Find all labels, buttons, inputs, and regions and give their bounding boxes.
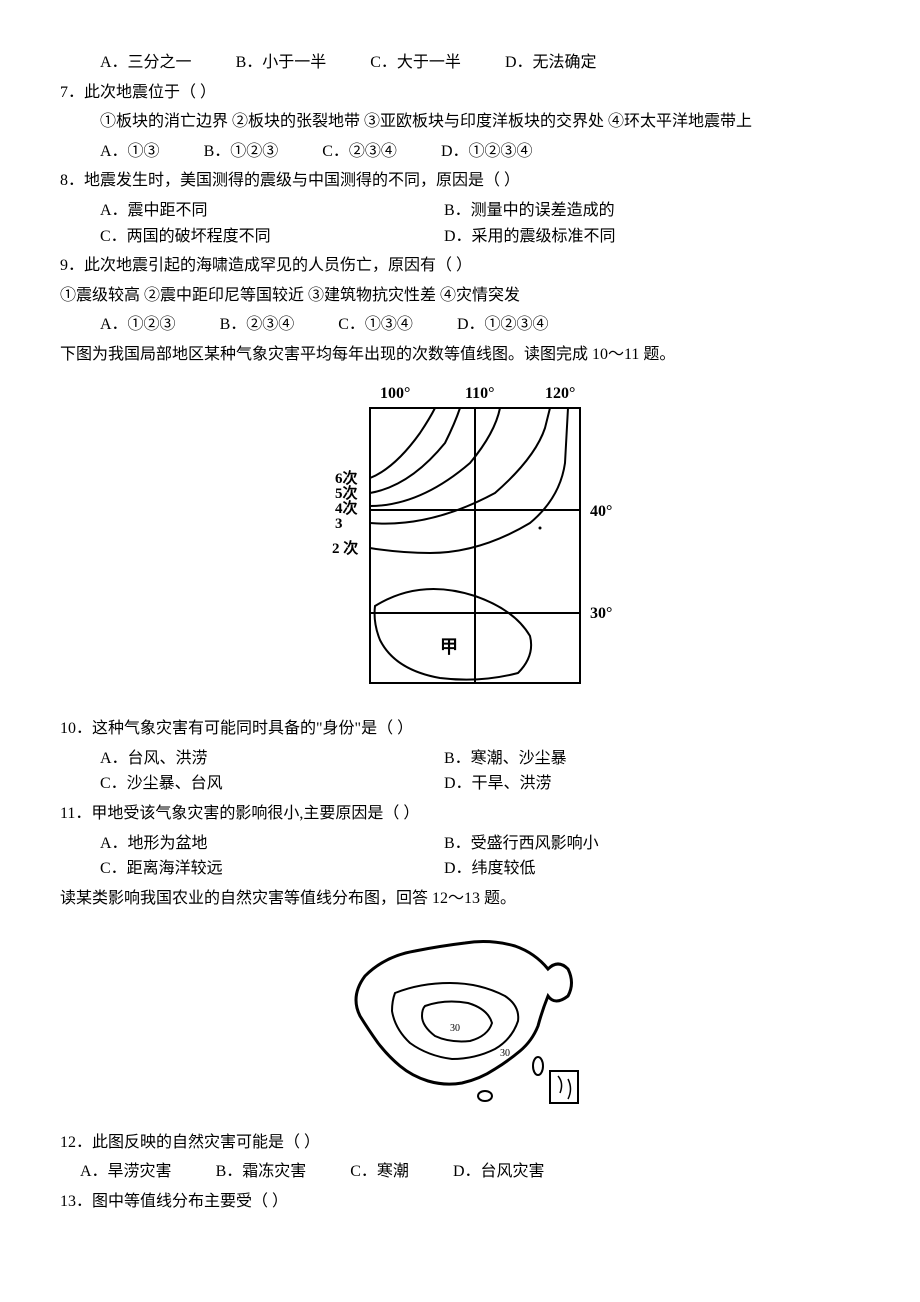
q9-options: A．①②③ B．②③④ C．①③④ D．①②③④ [60, 312, 860, 338]
contour-2 [370, 408, 568, 553]
q11-opt-b: B．受盛行西风影响小 [444, 831, 784, 857]
q12-stem: 12．此图反映的自然灾害可能是（ ） [60, 1130, 860, 1156]
freq-3: 3 [335, 516, 343, 532]
isoline-label-1: 30 [450, 1023, 460, 1034]
scs-inset-box [550, 1071, 578, 1103]
q8-options: A．震中距不同 B．测量中的误差造成的 C．两国的破坏程度不同 D．采用的震级标… [60, 198, 860, 249]
taiwan-island [533, 1057, 543, 1075]
q13-stem: 13．图中等值线分布主要受（ ） [60, 1189, 860, 1215]
q9-opt-b: B．②③④ [220, 312, 295, 338]
q10-options: A．台风、洪涝 B．寒潮、沙尘暴 C．沙尘暴、台风 D．干旱、洪涝 [60, 746, 860, 797]
contour-3 [370, 408, 550, 524]
q8-opt-a: A．震中距不同 [100, 198, 440, 224]
q7-opt-d: D．①②③④ [441, 139, 533, 165]
q9-stem: 9．此次地震引起的海啸造成罕见的人员伤亡，原因有（ ） [60, 253, 860, 279]
q11-opt-c: C．距离海洋较远 [100, 856, 440, 882]
intro-12-13: 读某类影响我国农业的自然灾害等值线分布图，回答 12～13 题。 [60, 886, 860, 912]
q6-opt-a: A．三分之一 [100, 50, 192, 76]
q8-opt-d: D．采用的震级标准不同 [444, 224, 784, 250]
label-jia: 甲 [440, 637, 458, 657]
china-outline [356, 942, 572, 1085]
lon-100: 100° [380, 385, 410, 402]
freq-5: 5次 [335, 484, 358, 502]
q12-opt-b: B．霜冻灾害 [216, 1159, 307, 1185]
q8-stem: 8．地震发生时，美国测得的震级与中国测得的不同，原因是（ ） [60, 168, 860, 194]
contour-jia-outer [375, 588, 532, 679]
lat-40: 40° [590, 503, 612, 520]
q7-opt-b: B．①②③ [204, 139, 279, 165]
q6-opt-d: D．无法确定 [505, 50, 597, 76]
q9-items: ①震级较高 ②震中距印尼等国较近 ③建筑物抗灾性差 ④灾情突发 [60, 283, 860, 309]
contour-4 [370, 408, 500, 506]
q7-items: ①板块的消亡边界 ②板块的张裂地带 ③亚欧板块与印度洋板块的交界处 ④环太平洋地… [60, 109, 860, 135]
q9-opt-a: A．①②③ [100, 312, 176, 338]
q9-opt-c: C．①③④ [338, 312, 413, 338]
q12-options: A．旱涝灾害 B．霜冻灾害 C．寒潮 D．台风灾害 [60, 1159, 860, 1185]
q6-opt-b: B．小于一半 [236, 50, 327, 76]
q10-opt-d: D．干旱、洪涝 [444, 771, 784, 797]
isoline-label-2: 30 [500, 1048, 510, 1059]
lon-120: 120° [545, 385, 575, 402]
q7-opt-c: C．②③④ [322, 139, 397, 165]
isoline-inner [422, 1002, 492, 1042]
lon-110: 110° [465, 385, 495, 402]
q11-opt-d: D．纬度较低 [444, 856, 784, 882]
q12-opt-d: D．台风灾害 [453, 1159, 545, 1185]
hainan-island [478, 1091, 492, 1101]
q12-opt-c: C．寒潮 [350, 1159, 409, 1185]
q7-stem: 7．此次地震位于（ ） [60, 80, 860, 106]
q6-opt-c: C．大于一半 [370, 50, 461, 76]
scs-inset-detail [558, 1076, 571, 1099]
q8-opt-b: B．测量中的误差造成的 [444, 198, 784, 224]
q10-opt-b: B．寒潮、沙尘暴 [444, 746, 784, 772]
q10-opt-a: A．台风、洪涝 [100, 746, 440, 772]
q11-opt-a: A．地形为盆地 [100, 831, 440, 857]
freq-4: 4次 [335, 499, 358, 517]
q11-options: A．地形为盆地 B．受盛行西风影响小 C．距离海洋较远 D．纬度较低 [60, 831, 860, 882]
q11-stem: 11．甲地受该气象灾害的影响很小,主要原因是（ ） [60, 801, 860, 827]
q12-opt-a: A．旱涝灾害 [80, 1159, 172, 1185]
freq-6: 6次 [335, 469, 358, 487]
china-map-svg: 30 30 [320, 921, 600, 1111]
q7-opt-a: A．①③ [100, 139, 160, 165]
intro-10-11: 下图为我国局部地区某种气象灾害平均每年出现的次数等值线图。读图完成 10～11 … [60, 342, 860, 368]
q7-options: A．①③ B．①②③ C．②③④ D．①②③④ [60, 139, 860, 165]
lat-30: 30° [590, 605, 612, 622]
q8-opt-c: C．两国的破坏程度不同 [100, 224, 440, 250]
q9-opt-d: D．①②③④ [457, 312, 549, 338]
figure-2-china-map: 30 30 [60, 921, 860, 1120]
freq-2: 2 次 [332, 539, 358, 557]
q6-options: A．三分之一 B．小于一半 C．大于一半 D．无法确定 [60, 50, 860, 76]
contour-map-svg: 100° 110° 120° 40° 30° 6次 5次 4次 3 2 次 甲 [300, 378, 620, 698]
q10-stem: 10．这种气象灾害有可能同时具备的"身份"是（ ） [60, 716, 860, 742]
figure-1-contour-map: 100° 110° 120° 40° 30° 6次 5次 4次 3 2 次 甲 [60, 378, 860, 707]
contour-6 [370, 408, 435, 478]
q10-opt-c: C．沙尘暴、台风 [100, 771, 440, 797]
map-dot [539, 526, 542, 529]
